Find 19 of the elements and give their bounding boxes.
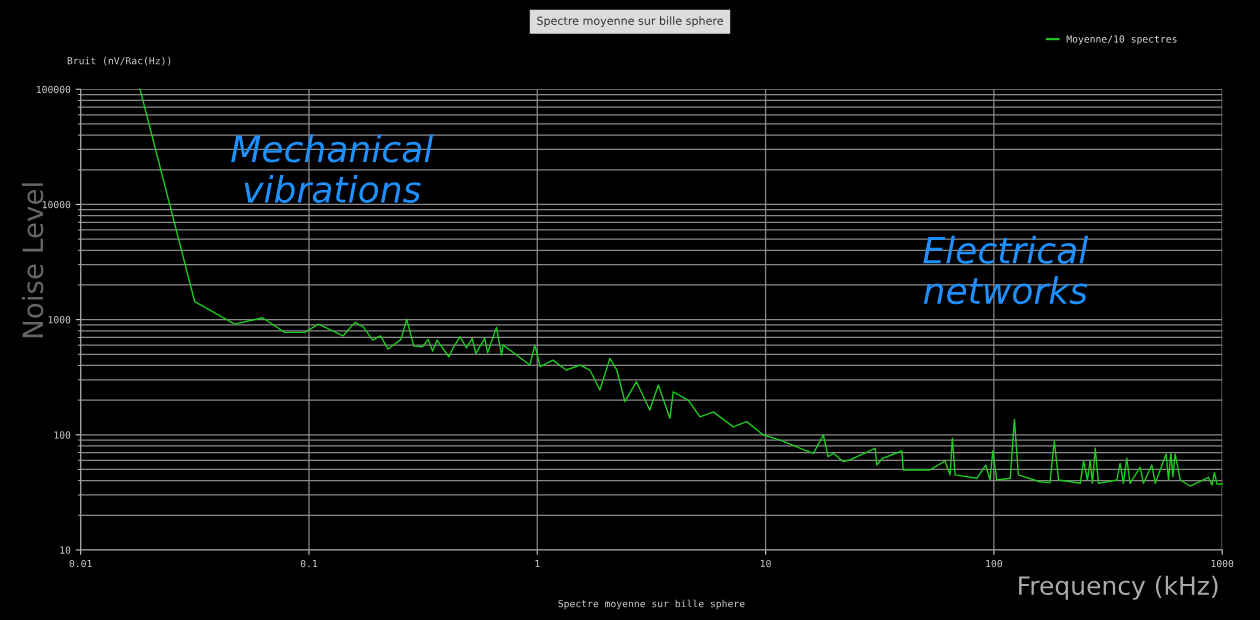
x-tick-label: 0.01 xyxy=(69,559,92,568)
x-axis-title: Spectre moyenne sur bille sphere xyxy=(558,599,745,610)
y-tick-label: 10000 xyxy=(42,200,71,209)
x-tick-label: 0.1 xyxy=(300,559,318,568)
x-tick-label: 10 xyxy=(760,559,771,568)
y-axis-title: Bruit (nV/Rac(Hz)) xyxy=(67,56,171,66)
y-tick-label: 100000 xyxy=(36,85,71,94)
text: Noise Level xyxy=(21,183,44,338)
y-tick-label: 100 xyxy=(54,431,71,439)
annotation: Mechanical vibrations xyxy=(231,134,434,203)
annotation: Electrical networks xyxy=(923,235,1089,305)
legend-label: Moyenne/10 spectres xyxy=(1066,35,1177,45)
x-tick-label: 1000 xyxy=(1211,559,1234,568)
y-tick-label: 10 xyxy=(60,546,71,554)
x-tick-label: 1 xyxy=(535,560,540,568)
x-tick-label: 100 xyxy=(986,559,1003,568)
text: Frequency (kHz) xyxy=(1019,575,1218,600)
y-tick-label: 1000 xyxy=(48,316,71,324)
chart-title: Spectre moyenne sur bille sphere xyxy=(537,16,723,28)
